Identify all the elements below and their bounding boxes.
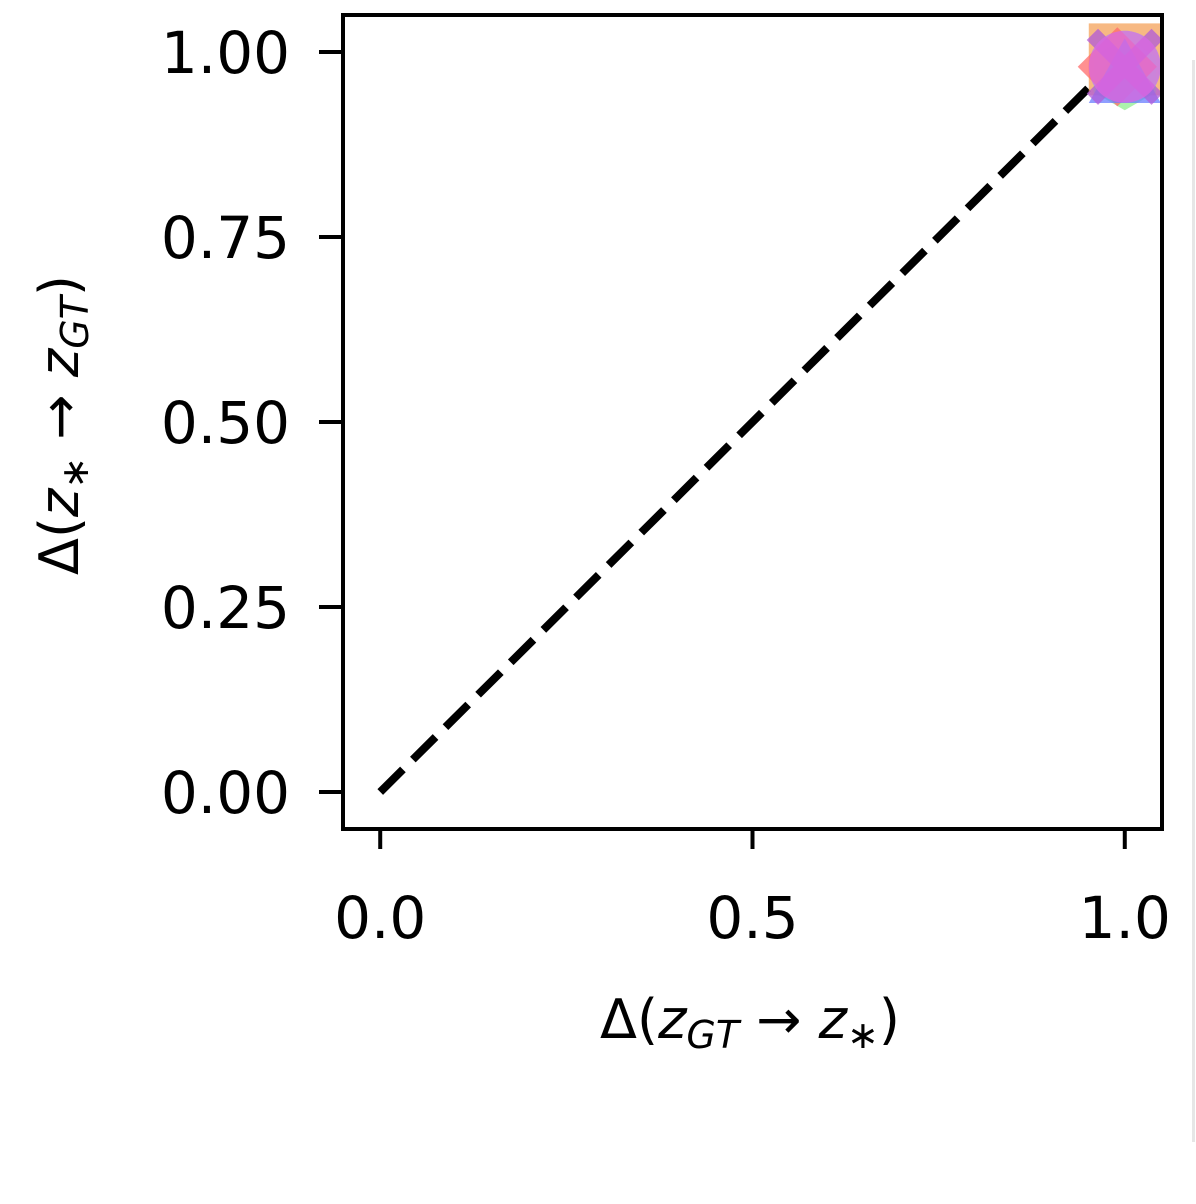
y-tick-label: 0.50 [161, 389, 290, 457]
x-axis-label: Δ(zGT → z∗) [600, 988, 900, 1057]
diagonal-reference-line [377, 49, 1128, 795]
edge-line [1192, 60, 1195, 1142]
y-tick-label: 0.25 [161, 574, 290, 642]
x-tick-label: 1.0 [1079, 884, 1171, 952]
y-tick-label: 0.75 [161, 204, 290, 272]
x-tick-label: 0.5 [706, 884, 798, 952]
y-axis-label: Δ(z∗ → zGT) [28, 275, 97, 575]
y-ticks: 0.00 0.25 0.50 0.75 1.00 [161, 19, 343, 827]
x-ticks: 0.0 0.5 1.0 [334, 829, 1171, 952]
x-tick-label: 0.0 [334, 884, 426, 952]
y-tick-label: 0.00 [161, 759, 290, 827]
reference-line-layer [377, 49, 1128, 795]
marker-layer [1077, 23, 1163, 111]
y-tick-label: 1.00 [161, 19, 290, 87]
circle-marker [1088, 30, 1161, 103]
